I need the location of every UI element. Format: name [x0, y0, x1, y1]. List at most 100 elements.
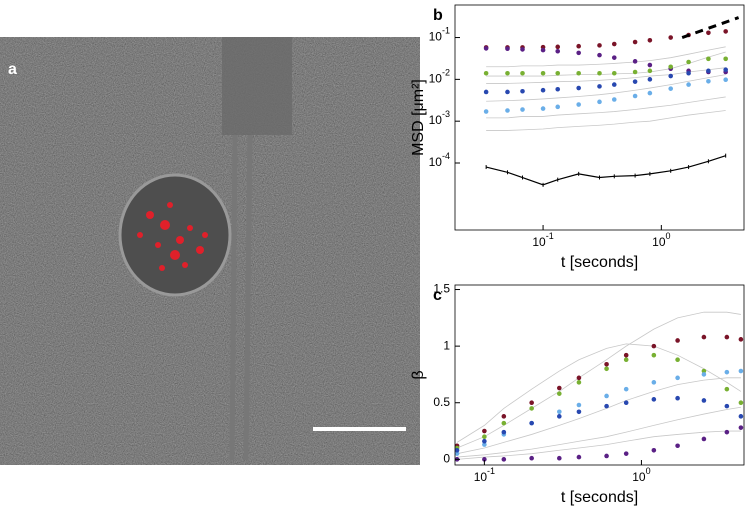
data-point — [576, 102, 581, 107]
series-line — [485, 155, 726, 186]
series-line — [486, 51, 726, 77]
series-line — [486, 67, 726, 84]
data-point — [723, 67, 728, 73]
data-point — [706, 78, 711, 84]
data-point — [668, 86, 674, 91]
data-point — [555, 104, 561, 110]
data-point — [632, 59, 638, 64]
data-point — [529, 400, 534, 406]
tick-exp: -3 — [442, 110, 450, 120]
data-point — [505, 46, 510, 52]
data-point — [668, 35, 674, 40]
data-point — [623, 400, 629, 406]
data-point — [505, 89, 510, 95]
data-point — [483, 46, 489, 51]
data-point — [651, 397, 657, 402]
data-point — [738, 400, 744, 406]
data-point — [540, 47, 546, 53]
tick-label: 10-3 — [429, 110, 450, 128]
series-line — [486, 96, 726, 119]
tick-base: 10 — [429, 30, 443, 44]
data-point — [501, 414, 507, 419]
data-point — [675, 357, 680, 363]
data-point — [686, 59, 691, 65]
data-point — [675, 395, 680, 401]
tick-exp: -1 — [442, 26, 450, 36]
data-point — [501, 457, 507, 462]
tick-label: 100 — [632, 466, 650, 484]
tick-label: 10-1 — [532, 231, 553, 249]
data-point — [724, 369, 730, 375]
stalk — [229, 134, 253, 461]
data-point — [632, 93, 638, 99]
data-point — [611, 55, 617, 60]
data-point — [482, 434, 487, 439]
data-point — [738, 337, 744, 342]
data-point — [482, 457, 487, 462]
tick-base: 10 — [429, 155, 443, 169]
data-point — [555, 86, 561, 92]
data-point — [557, 414, 562, 419]
data-point — [483, 89, 489, 95]
data-point — [557, 455, 562, 461]
tick-label: 10-1 — [429, 26, 450, 44]
tick-base: 10 — [532, 235, 546, 249]
data-point — [706, 68, 711, 74]
tick-exp: -1 — [487, 466, 495, 476]
data-point — [597, 43, 602, 48]
data-point — [501, 429, 507, 435]
plot-area — [483, 16, 740, 187]
data-point — [611, 97, 617, 102]
data-point — [724, 386, 730, 392]
data-point — [701, 334, 707, 340]
data-point — [604, 361, 609, 367]
data-point — [597, 52, 602, 58]
tick-label: 10-4 — [429, 151, 450, 169]
data-point — [724, 334, 730, 340]
series-line — [457, 430, 741, 460]
data-point — [623, 357, 629, 363]
tick-base: 10 — [474, 470, 488, 484]
data-point — [540, 87, 546, 93]
data-point — [647, 68, 653, 74]
data-point — [529, 420, 534, 426]
micrograph: a — [0, 37, 420, 465]
data-point — [557, 385, 562, 391]
series-line — [486, 110, 726, 131]
panel-label: b — [433, 7, 443, 24]
data-point — [576, 375, 582, 381]
series-line — [456, 377, 741, 455]
tick-base: 10 — [632, 470, 646, 484]
data-point — [597, 84, 602, 89]
data-point — [651, 447, 657, 453]
series-line — [457, 406, 741, 458]
data-point — [611, 82, 617, 87]
data-point — [632, 69, 638, 75]
data-point — [529, 455, 534, 461]
data-point — [701, 372, 707, 377]
data-point — [576, 43, 581, 49]
panel-label: a — [8, 61, 17, 78]
data-point — [738, 368, 744, 374]
axes-box — [454, 284, 745, 466]
data-point — [623, 386, 629, 392]
data-point — [483, 109, 489, 114]
data-point — [455, 447, 460, 453]
data-point — [520, 47, 525, 52]
data-point — [597, 99, 602, 105]
data-point — [723, 29, 728, 34]
data-point — [482, 438, 487, 444]
data-point — [647, 62, 653, 68]
data-point — [723, 77, 728, 83]
tick-exp: -2 — [442, 68, 450, 78]
data-point — [505, 108, 510, 113]
data-point — [632, 79, 638, 84]
data-point — [529, 406, 534, 411]
data-point — [520, 107, 525, 112]
data-point — [651, 343, 657, 349]
tick-label: 0 — [443, 452, 450, 466]
tick-exp: 0 — [646, 466, 651, 476]
data-point — [576, 409, 582, 415]
data-point — [686, 70, 691, 76]
